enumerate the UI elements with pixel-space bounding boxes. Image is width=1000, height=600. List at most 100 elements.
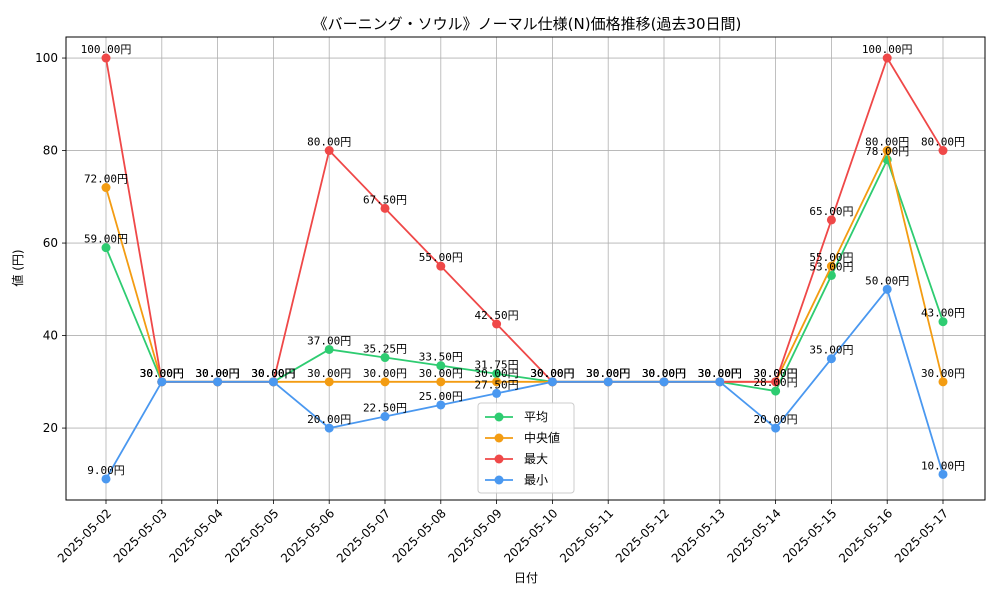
data-label: 30.00円	[921, 367, 965, 380]
data-label: 55.00円	[419, 251, 463, 264]
data-label: 30.00円	[754, 367, 798, 380]
data-point	[882, 284, 892, 294]
data-label: 30.00円	[140, 367, 184, 380]
legend-label: 最小	[524, 473, 548, 487]
data-label: 53.00円	[809, 260, 853, 273]
data-label: 30.00円	[642, 367, 686, 380]
legend-box	[477, 402, 575, 494]
data-label: 30.00円	[307, 367, 351, 380]
x-axis-label: 日付	[514, 571, 538, 585]
data-label: 9.00円	[87, 464, 125, 477]
data-point	[771, 423, 781, 433]
data-point	[324, 344, 334, 354]
data-point	[101, 183, 111, 193]
y-tick-label: 60	[43, 236, 58, 250]
data-label: 30.00円	[251, 367, 295, 380]
plot-frame	[65, 36, 986, 501]
data-label: 30.00円	[251, 367, 295, 380]
data-point	[436, 400, 446, 410]
data-label: 30.00円	[419, 367, 463, 380]
legend-label: 最大	[524, 452, 548, 466]
data-label: 30.00円	[196, 367, 240, 380]
data-point	[826, 215, 836, 225]
data-point	[492, 377, 502, 387]
data-point	[101, 243, 111, 253]
data-label: 50.00円	[865, 274, 909, 287]
data-point	[101, 53, 111, 63]
legend-label: 中央値	[524, 430, 560, 445]
data-label: 30.00円	[698, 367, 742, 380]
data-label: 30.00円	[140, 367, 184, 380]
data-label: 30.00円	[642, 367, 686, 380]
data-label: 20.00円	[754, 413, 798, 426]
data-label: 30.00円	[698, 367, 742, 380]
data-label: 30.00円	[251, 367, 295, 380]
data-point	[380, 203, 390, 213]
data-label: 30.00円	[196, 367, 240, 380]
data-point	[715, 377, 725, 387]
data-point	[882, 53, 892, 63]
data-point	[938, 377, 948, 387]
data-point	[436, 261, 446, 271]
data-label: 37.00円	[307, 334, 351, 347]
data-label: 30.00円	[251, 367, 295, 380]
data-label: 30.00円	[698, 367, 742, 380]
data-point	[771, 377, 781, 387]
data-label: 30.00円	[363, 367, 407, 380]
data-point	[324, 146, 334, 156]
data-point	[826, 354, 836, 364]
data-label: 30.00円	[642, 367, 686, 380]
data-point	[324, 377, 334, 387]
data-point	[882, 146, 892, 156]
data-label: 30.00円	[530, 367, 574, 380]
y-tick-label: 80	[43, 144, 58, 158]
data-label: 78.00円	[865, 145, 909, 158]
data-label: 30.00円	[196, 367, 240, 380]
data-label: 30.00円	[475, 367, 519, 380]
data-point	[101, 474, 111, 484]
legend-marker	[494, 475, 504, 485]
data-label: 67.50円	[363, 193, 407, 206]
data-label: 43.00円	[921, 307, 965, 320]
data-label: 80.00円	[865, 136, 909, 149]
series-line	[105, 288, 944, 480]
data-label: 22.50円	[363, 402, 407, 415]
data-label: 30.00円	[530, 367, 574, 380]
data-label: 59.00円	[84, 233, 128, 246]
data-label: 80.00円	[921, 136, 965, 149]
data-label: 30.00円	[586, 367, 630, 380]
data-label: 31.75円	[475, 359, 519, 372]
data-label: 30.00円	[586, 367, 630, 380]
data-label: 28.00円	[754, 376, 798, 389]
data-label: 30.00円	[586, 367, 630, 380]
data-label: 30.00円	[642, 367, 686, 380]
data-label: 30.00円	[530, 367, 574, 380]
legend-label: 平均	[524, 410, 548, 424]
data-label-layer: 59.00円 30.00円 30.00円 30.00円 37.00円 35.25円 33.5…	[81, 43, 965, 477]
data-label: 42.50円	[475, 309, 519, 322]
y-tick-label: 100	[35, 51, 58, 65]
data-point	[492, 369, 502, 379]
data-point	[157, 377, 167, 387]
data-point	[380, 377, 390, 387]
y-tick-label: 40	[43, 329, 58, 343]
data-point	[771, 386, 781, 396]
data-point	[938, 317, 948, 327]
data-point	[938, 146, 948, 156]
data-point	[603, 377, 613, 387]
data-label: 55.00円	[809, 251, 853, 264]
data-point	[268, 377, 278, 387]
data-label: 33.50円	[419, 351, 463, 364]
data-point	[324, 423, 334, 433]
data-point	[826, 270, 836, 280]
data-label: 30.00円	[754, 367, 798, 380]
data-point	[938, 469, 948, 479]
y-axis-ticks: 20 40 60 80 100	[35, 51, 66, 435]
data-point	[213, 377, 223, 387]
data-label: 30.00円	[586, 367, 630, 380]
legend-marker	[494, 454, 504, 464]
y-axis-label: 値 (円)	[10, 249, 25, 286]
